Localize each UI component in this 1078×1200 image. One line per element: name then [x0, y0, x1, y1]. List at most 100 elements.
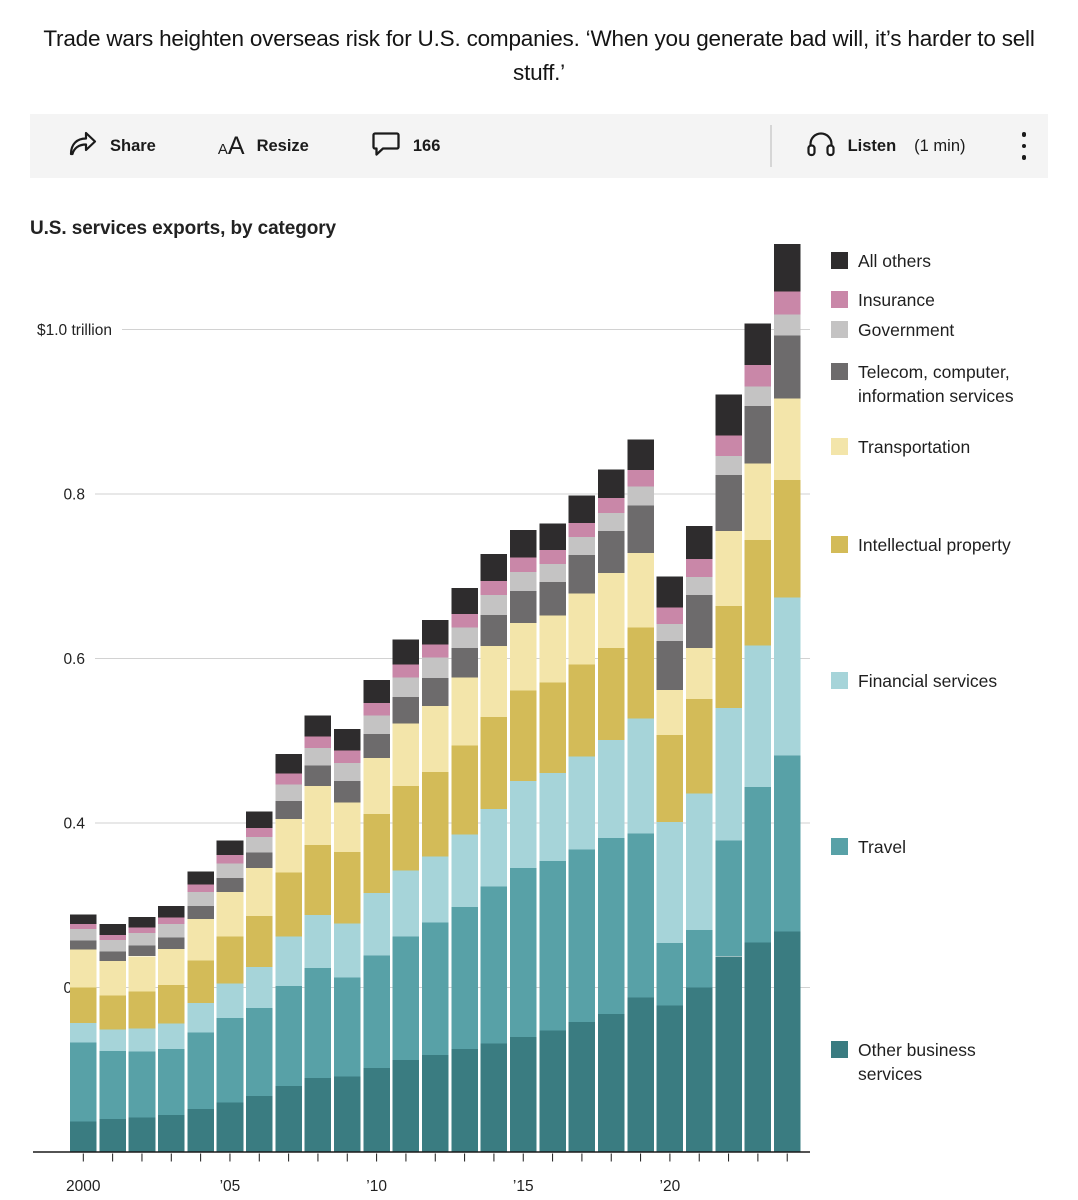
bar-segment	[392, 870, 420, 937]
bar-segment	[245, 1096, 273, 1152]
bar-segment	[187, 884, 214, 893]
bar-segment	[539, 682, 566, 773]
bar-segment	[451, 587, 478, 615]
x-axis-label: ’20	[660, 1178, 681, 1195]
bar-segment	[304, 785, 332, 846]
bar-segment	[627, 470, 654, 487]
listen-button[interactable]: Listen (1 min)	[806, 129, 966, 164]
bar-segment	[715, 531, 742, 606]
bar-segment	[187, 1003, 214, 1033]
legend-label-financial-services: Financial services	[858, 671, 998, 691]
y-axis-label: 0.4	[63, 816, 85, 833]
bar-segment	[392, 697, 420, 724]
bar-segment	[363, 758, 390, 814]
bar-segment	[656, 576, 684, 608]
bar-segment	[627, 833, 654, 998]
bar-segment	[392, 677, 420, 698]
bar-segment	[128, 956, 156, 992]
bar-segment	[656, 623, 684, 642]
bar-segment	[363, 1068, 390, 1152]
bar-segment	[480, 581, 508, 596]
legend-swatch-insurance	[831, 291, 848, 308]
bar-segment	[363, 955, 390, 1069]
bar-segment	[715, 475, 742, 532]
bar-segment	[539, 615, 566, 683]
bar-segment	[509, 623, 537, 691]
bar-segment	[597, 647, 625, 740]
bar-segment	[363, 813, 390, 893]
bar-segment	[216, 840, 244, 856]
bar-segment	[216, 936, 244, 984]
bar-segment	[597, 498, 625, 513]
bar-segment	[304, 1077, 332, 1152]
bar-segment	[245, 1008, 273, 1097]
bar-segment	[656, 822, 684, 944]
bar-segment	[627, 627, 654, 719]
chart-title: U.S. services exports, by category	[30, 218, 337, 239]
legend-label-intellectual-property: Intellectual property	[858, 535, 1011, 555]
bar-segment	[539, 1030, 566, 1152]
bar-segment	[715, 956, 742, 1152]
bar-segment	[304, 915, 332, 968]
bar-segment	[480, 886, 508, 1044]
bar-segment	[128, 916, 156, 928]
bar-segment	[99, 995, 126, 1030]
bar-segment	[773, 597, 801, 756]
legend-label-government: Government	[858, 320, 955, 340]
share-label: Share	[110, 136, 156, 155]
bar-segment	[568, 522, 596, 537]
comment-bubble-icon	[371, 130, 401, 163]
bar-segment	[304, 845, 332, 916]
bar-segment	[275, 1086, 302, 1152]
bar-segment	[187, 919, 214, 961]
bar-segment	[157, 1049, 185, 1115]
kebab-menu-icon[interactable]	[1021, 132, 1026, 160]
bar-segment	[451, 834, 478, 907]
legend-label-travel: Travel	[858, 837, 906, 857]
bar-segment	[99, 1119, 126, 1152]
bar-segment	[627, 439, 654, 471]
bar-segment	[685, 558, 713, 578]
bar-segment	[128, 1028, 156, 1052]
share-button[interactable]: Share	[68, 130, 156, 162]
bar-segment	[744, 786, 772, 943]
legend-item-telecom-computer-information-services: Telecom, computer, information services	[831, 361, 1048, 408]
bar-segment	[451, 906, 478, 1050]
bar-segment	[568, 756, 596, 850]
y-axis-label: 0.8	[63, 487, 85, 504]
bar-segment	[744, 405, 772, 464]
bar-segment	[392, 664, 420, 678]
bar-segment	[656, 1005, 684, 1153]
bar-segment	[128, 927, 156, 934]
bar-segment	[128, 1051, 156, 1118]
bar-segment	[157, 906, 185, 918]
bar-segment	[99, 951, 126, 962]
bar-segment	[304, 748, 332, 766]
bar-segment	[245, 852, 273, 869]
legend-item-other-business-services: Other business services	[831, 1039, 1008, 1086]
bar-segment	[421, 772, 449, 857]
bar-segment	[275, 784, 302, 801]
comments-button[interactable]: 166	[371, 130, 441, 163]
bar-segment	[744, 645, 772, 787]
legend-swatch-telecom-computer-information-services	[831, 363, 848, 380]
headphones-icon	[806, 129, 836, 164]
bar-segment	[216, 863, 244, 879]
bar-segment	[304, 765, 332, 786]
bar-segment	[187, 1109, 214, 1152]
toolbar-divider	[770, 125, 772, 167]
comment-count: 166	[412, 136, 441, 155]
article-headline: Trade wars heighten overseas risk for U.…	[43, 26, 1035, 85]
bar-segment	[333, 729, 361, 751]
bar-segment	[627, 505, 654, 554]
legend-swatch-travel	[831, 838, 848, 855]
bar-segment	[568, 495, 596, 523]
bar-segment	[480, 595, 508, 615]
legend-swatch-financial-services	[831, 672, 848, 689]
bar-segment	[744, 386, 772, 406]
bar-segment	[333, 851, 361, 924]
bar-segment	[539, 582, 566, 616]
